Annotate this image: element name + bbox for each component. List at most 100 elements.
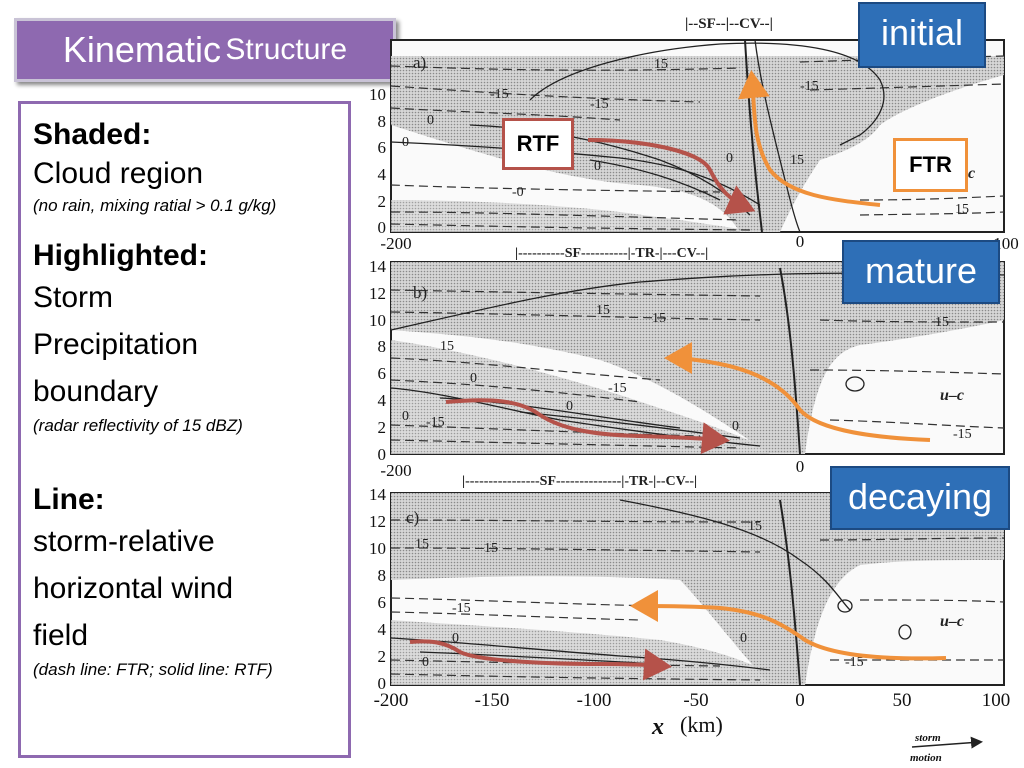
- line-text-2: horizontal wind: [33, 572, 234, 605]
- line-note: (dash line: FTR; solid line: RTF): [33, 660, 273, 679]
- highlighted-line-3: boundary: [33, 375, 159, 408]
- title-word-kinematic: Kinematic: [62, 29, 221, 70]
- storm-motion-arrow-icon: [911, 736, 983, 749]
- panel-c-label-3: -15: [452, 601, 471, 616]
- shaded-note: (no rain, mixing ratial > 0.1 g/kg): [33, 196, 277, 215]
- stage-decaying-label: decaying: [830, 466, 1010, 530]
- panel-c-label-6: 15: [748, 519, 762, 534]
- panel-b-field-label: u–c: [940, 387, 964, 404]
- x-tick-50: 50: [893, 690, 912, 711]
- a-y-tick-6: 6: [378, 138, 387, 157]
- panel-a-contour-labels: 15 -15 -15 0 0 0 -0 0 15 15 -15: [402, 57, 969, 217]
- storm-motion-line2: motion: [910, 752, 942, 764]
- ftr-tag: FTR: [893, 138, 968, 192]
- panel-c-ftr-arrow: [630, 590, 947, 661]
- panel-c-label-8: -15: [845, 655, 864, 670]
- panel-b-label-6: 0: [566, 399, 573, 414]
- panel-a-dashed-contours: [390, 55, 1005, 231]
- panel-a-label-10: 15: [955, 202, 969, 217]
- panel-a-cloud-shading: [391, 56, 1004, 232]
- b-y-tick-14: 14: [369, 257, 387, 276]
- panel-a-rtf-arrow: [587, 138, 756, 215]
- panel-a-label-1: 15: [654, 57, 668, 72]
- b-x-tick-left: -200: [380, 461, 411, 480]
- x-tick-0: 0: [795, 690, 805, 711]
- x-axis-variable: x: [651, 714, 664, 740]
- panel-b-label-2: 15: [652, 311, 666, 326]
- x-tick-m100: -100: [577, 690, 612, 711]
- line-text-1: storm-relative: [33, 525, 215, 558]
- slide-title: Kinematic Structure: [14, 18, 396, 82]
- c-y-tick-10: 10: [369, 539, 386, 558]
- panel-c: 15 15 -15 0 0 15 0 -15 c) |-------------…: [390, 474, 1005, 686]
- y-axis-labels: 10 8 6 4 2 0 14 12 10 8 6 4 2 0 14 12 10…: [369, 85, 387, 693]
- panel-a-field-label: c: [968, 165, 975, 182]
- panel-b-label-1: 15: [596, 303, 610, 318]
- a-y-tick-10: 10: [369, 85, 386, 104]
- c-y-tick-2: 2: [378, 647, 387, 666]
- legend-panel: Shaded: Cloud region (no rain, mixing ra…: [18, 101, 351, 758]
- storm-motion-line1: storm: [914, 732, 941, 744]
- panel-a-low-shading: [391, 200, 760, 232]
- panel-b-low-shading: [391, 340, 780, 454]
- b-y-tick-12: 12: [369, 284, 386, 303]
- panel-a-label-3: -15: [590, 97, 609, 112]
- c-y-tick-12: 12: [369, 512, 386, 531]
- panel-b-label-7: 0: [402, 409, 409, 424]
- storm-motion-indicator: storm motion: [910, 732, 983, 764]
- panel-b-cloud-shading: [391, 262, 1004, 454]
- stage-mature-label: mature: [842, 240, 1000, 304]
- panel-c-label-5: 0: [422, 655, 429, 670]
- panel-b-letter: b): [413, 283, 427, 302]
- panel-c-label-4: 0: [452, 631, 459, 646]
- panel-b-contour-labels: 15 15 15 0 -15 0 0 -15 0 15 -15: [402, 303, 972, 442]
- panel-a-label-6: 0: [726, 151, 733, 166]
- stage-initial-label: initial: [858, 2, 986, 68]
- panel-a-label-2: -15: [490, 87, 509, 102]
- panel-b-ftr-arrow: [664, 342, 931, 442]
- b-y-tick-4: 4: [378, 391, 387, 410]
- c-y-tick-8: 8: [378, 566, 387, 585]
- panel-c-label-2: 15: [484, 541, 498, 556]
- c-y-tick-0: 0: [378, 674, 387, 693]
- line-text-3: field: [33, 619, 89, 652]
- a-y-tick-0: 0: [378, 218, 387, 237]
- panel-a-letter: a): [413, 53, 426, 72]
- x-axis-labels: -200 -150 -100 -50 0 50 100: [374, 690, 1011, 711]
- panel-b-label-11: -15: [953, 427, 972, 442]
- c-y-tick-4: 4: [378, 620, 387, 639]
- x-tick-100: 100: [982, 690, 1011, 711]
- highlighted-note: (radar reflectivity of 15 dBZ): [33, 416, 243, 435]
- panel-a-label-7: -0: [512, 185, 524, 200]
- x-tick-m200: -200: [374, 690, 409, 711]
- x-axis-unit: (km): [680, 712, 723, 737]
- panel-b-label-9: 0: [732, 419, 739, 434]
- highlighted-line-1: Storm: [33, 281, 114, 314]
- panel-a-label-11: -15: [800, 79, 819, 94]
- a-x-tick-zero: 0: [796, 232, 805, 251]
- a-x-tick-left: -200: [380, 234, 411, 253]
- panel-c-contour-labels: 15 15 -15 0 0 15 0 -15: [415, 519, 864, 670]
- line-heading: Line:: [33, 483, 105, 516]
- shaded-heading: Shaded:: [33, 118, 152, 151]
- shaded-text: Cloud region: [33, 157, 204, 190]
- panel-b-label-4: 0: [470, 371, 477, 386]
- panel-b-label-5: -15: [608, 381, 627, 396]
- panel-a-label-9: 15: [790, 153, 804, 168]
- panel-a-ftr-arrow: [737, 70, 881, 207]
- panel-a: 15 -15 -15 0 0 0 -0 0 15 15 -15 a) |--SF…: [390, 16, 1005, 233]
- panel-c-field-label: u–c: [940, 613, 964, 630]
- title-word-structure: Structure: [225, 33, 348, 66]
- panel-c-dashed-contours: [390, 519, 1005, 681]
- panel-a-label-8: 0: [594, 159, 601, 174]
- b-x-tick-zero: 0: [796, 457, 805, 476]
- b-y-tick-2: 2: [378, 418, 387, 437]
- panel-a-label-4: 0: [427, 113, 434, 128]
- panel-c-label-1: 15: [415, 537, 429, 552]
- panel-b-region-header: |----------SF----------|-TR-|---CV--|: [515, 246, 708, 261]
- panel-c-low-shading: [391, 620, 790, 685]
- b-y-tick-8: 8: [378, 337, 387, 356]
- highlighted-line-2: Precipitation: [33, 328, 199, 361]
- panel-b-rtf-arrow: [445, 398, 730, 455]
